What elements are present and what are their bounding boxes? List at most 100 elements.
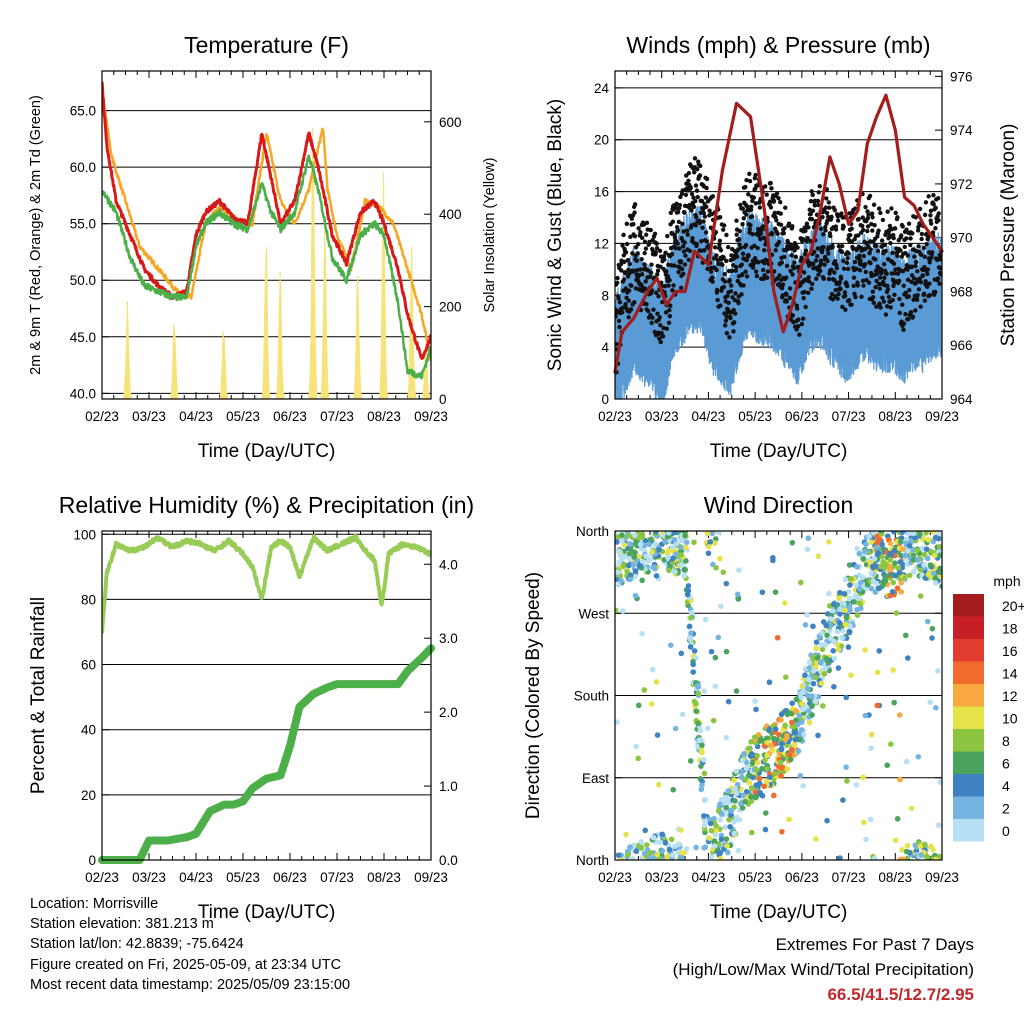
direction-point xyxy=(795,748,802,754)
direction-point xyxy=(813,639,820,645)
direction-point xyxy=(789,700,795,707)
gust-point xyxy=(654,246,660,251)
gust-point xyxy=(715,297,720,303)
direction-point xyxy=(739,805,746,811)
gust-point xyxy=(658,339,663,345)
direction-point xyxy=(906,572,913,579)
gust-point xyxy=(732,320,737,325)
gust-point xyxy=(893,226,898,231)
y-axis-label: 2m & 9m T (Red, Orange) & 2m Td (Green) xyxy=(28,95,44,375)
direction-point xyxy=(925,536,932,543)
gust-point xyxy=(714,267,719,273)
gust-point xyxy=(651,307,656,312)
direction-point xyxy=(884,762,891,769)
direction-point xyxy=(712,683,719,689)
panel-2: Winds (mph) & Pressure (mb) Time (Day/UTC… xyxy=(545,32,1019,462)
direction-point xyxy=(732,785,738,792)
gust-point xyxy=(813,258,819,263)
x-tick-label: 08/23 xyxy=(367,409,401,424)
legend-swatch xyxy=(953,706,984,729)
gust-point xyxy=(759,227,764,233)
gust-point xyxy=(873,285,878,290)
direction-point xyxy=(699,742,705,749)
gust-point xyxy=(691,195,696,200)
gust-point xyxy=(868,260,873,266)
direction-point xyxy=(843,614,850,621)
direction-point xyxy=(715,531,722,535)
gust-point xyxy=(933,289,938,295)
gust-point xyxy=(749,204,754,209)
direction-point xyxy=(868,745,874,752)
direction-point xyxy=(734,591,741,598)
direction-point xyxy=(841,591,848,597)
gust-point xyxy=(663,250,668,255)
insolation-spike xyxy=(264,247,268,399)
direction-point xyxy=(853,582,860,589)
insolation-spike xyxy=(356,333,360,399)
gust-point xyxy=(931,202,936,207)
gust-point xyxy=(891,235,896,241)
insolation-spike xyxy=(425,393,429,399)
gust-point xyxy=(640,272,645,277)
direction-point xyxy=(632,568,639,575)
gust-point xyxy=(617,300,623,305)
y-tick-label: 45.0 xyxy=(70,330,96,345)
direction-point xyxy=(748,785,755,791)
direction-point xyxy=(897,856,904,860)
gust-point xyxy=(655,272,660,277)
gust-point xyxy=(925,267,931,272)
y-tick-label: 0 xyxy=(88,853,96,868)
gust-point xyxy=(774,218,779,223)
insolation-spike xyxy=(322,230,326,399)
y2-tick-label: 972 xyxy=(950,177,973,192)
x-tick-label: 02/23 xyxy=(85,409,119,424)
x-axis-label: Time (Day/UTC) xyxy=(710,902,848,923)
gust-point xyxy=(723,318,729,323)
gust-point xyxy=(917,206,923,212)
direction-point xyxy=(620,608,626,614)
gust-point xyxy=(877,302,882,307)
direction-point xyxy=(653,531,659,535)
gust-point xyxy=(650,315,655,320)
chart-title: Wind Direction xyxy=(704,492,854,518)
gust-point xyxy=(794,306,800,311)
gust-point xyxy=(677,203,683,208)
gust-point xyxy=(621,232,626,238)
gust-point xyxy=(826,251,831,256)
gust-point xyxy=(750,265,756,270)
gust-point xyxy=(747,227,753,232)
direction-point xyxy=(627,576,633,583)
direction-point xyxy=(932,580,939,586)
direction-point xyxy=(936,569,942,576)
gust-point xyxy=(632,234,638,239)
direction-point xyxy=(713,564,719,571)
direction-point xyxy=(835,665,842,671)
gust-point xyxy=(748,207,754,213)
gust-point xyxy=(648,270,654,275)
insolation-spike xyxy=(222,354,226,399)
direction-point xyxy=(717,855,724,860)
direction-point xyxy=(863,836,869,843)
gust-point xyxy=(739,262,744,267)
gust-point xyxy=(884,304,890,309)
gust-point xyxy=(652,231,658,236)
insolation-spike xyxy=(324,351,327,399)
gust-point xyxy=(897,296,902,302)
direction-point xyxy=(632,592,639,599)
direction-point xyxy=(823,622,830,629)
gust-point xyxy=(908,242,913,248)
gust-point xyxy=(826,200,832,205)
gust-point xyxy=(712,245,718,250)
gust-point xyxy=(836,243,842,249)
insolation-spike xyxy=(126,352,130,399)
gust-point xyxy=(775,276,780,281)
direction-point xyxy=(725,849,731,856)
gust-point xyxy=(661,325,666,331)
gust-point xyxy=(747,171,752,177)
gust-point xyxy=(624,241,630,247)
direction-point xyxy=(842,576,849,583)
direction-point xyxy=(725,698,732,705)
direction-point xyxy=(635,755,642,762)
legend-label: 12 xyxy=(1002,688,1018,704)
gust-point xyxy=(903,311,908,317)
